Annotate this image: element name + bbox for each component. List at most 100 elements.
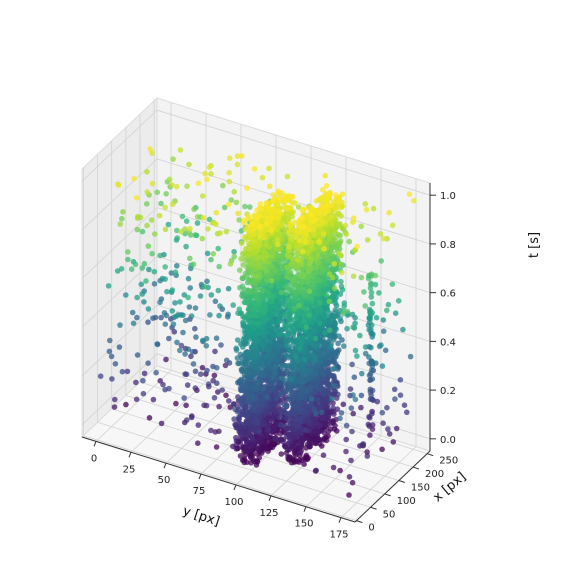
data-point <box>195 180 202 186</box>
data-point <box>359 442 366 448</box>
data-point <box>146 266 152 273</box>
data-point <box>218 342 224 348</box>
data-point <box>260 333 267 340</box>
data-point <box>298 430 304 436</box>
data-point <box>337 315 344 322</box>
data-point <box>214 380 220 387</box>
data-point <box>336 221 342 227</box>
data-point <box>283 273 290 280</box>
data-point <box>295 288 301 295</box>
data-point <box>323 198 329 204</box>
data-point <box>364 237 371 243</box>
data-point <box>263 241 269 247</box>
data-point <box>339 191 346 197</box>
data-point <box>323 397 330 404</box>
data-point <box>331 365 338 372</box>
data-point <box>208 171 214 177</box>
data-point <box>284 173 291 180</box>
data-point <box>407 353 414 360</box>
data-point <box>348 405 355 411</box>
data-point <box>278 391 285 397</box>
data-point <box>217 303 223 309</box>
data-point <box>382 347 389 354</box>
data-point <box>323 182 330 189</box>
data-point <box>364 449 370 455</box>
data-point <box>204 250 211 257</box>
data-point <box>368 294 375 300</box>
data-point <box>319 186 326 193</box>
data-point <box>317 299 323 306</box>
data-point <box>242 203 248 210</box>
data-point <box>349 311 356 318</box>
data-point <box>309 218 316 224</box>
data-point <box>172 269 179 276</box>
data-point <box>316 196 323 203</box>
data-point <box>293 315 300 321</box>
data-point <box>339 287 346 293</box>
data-point <box>315 209 322 216</box>
data-point <box>376 343 383 350</box>
data-point <box>311 416 318 422</box>
data-point <box>272 369 278 376</box>
data-point <box>225 285 232 292</box>
data-point <box>299 279 305 286</box>
data-point <box>224 314 231 320</box>
data-point <box>150 315 156 322</box>
data-point <box>377 231 384 237</box>
data-point <box>309 282 316 288</box>
data-point <box>265 289 272 296</box>
data-point <box>349 428 355 435</box>
data-point <box>350 410 357 417</box>
data-point <box>221 204 228 211</box>
data-point <box>192 385 199 391</box>
data-point <box>199 193 206 199</box>
data-point <box>389 281 396 288</box>
data-point <box>393 425 400 432</box>
data-point <box>404 409 410 416</box>
data-point <box>179 213 186 220</box>
data-point <box>223 357 230 364</box>
data-point <box>149 180 156 187</box>
data-point <box>337 415 343 422</box>
data-point <box>228 197 235 203</box>
data-point <box>204 278 210 285</box>
data-point <box>305 332 312 339</box>
data-point <box>392 310 399 317</box>
data-point <box>320 371 326 378</box>
data-point <box>365 421 372 428</box>
data-point <box>366 413 372 420</box>
data-point <box>343 231 350 237</box>
data-point <box>336 195 343 202</box>
data-point <box>306 260 313 267</box>
data-point <box>338 410 345 416</box>
data-point <box>274 395 280 402</box>
data-point <box>294 257 301 263</box>
data-point <box>166 176 173 183</box>
data-point <box>324 307 331 314</box>
data-point <box>183 243 189 250</box>
data-point <box>313 342 319 348</box>
data-point <box>188 353 194 360</box>
data-point <box>296 237 303 244</box>
data-point <box>185 275 192 282</box>
data-point <box>192 368 199 375</box>
data-point <box>297 273 304 280</box>
data-point <box>369 310 376 316</box>
data-point <box>267 381 274 388</box>
data-point <box>331 261 338 267</box>
data-point <box>169 182 175 188</box>
data-point <box>208 292 215 298</box>
data-point <box>334 406 341 413</box>
data-point <box>235 210 241 217</box>
data-point <box>308 211 314 218</box>
data-point <box>231 248 237 255</box>
data-point <box>297 335 304 342</box>
data-point <box>276 258 282 265</box>
data-point <box>332 422 338 429</box>
data-point <box>163 191 169 197</box>
data-point <box>378 258 385 264</box>
data-point <box>330 405 336 411</box>
data-point <box>284 386 290 392</box>
data-point <box>335 340 341 347</box>
data-point <box>328 420 334 426</box>
